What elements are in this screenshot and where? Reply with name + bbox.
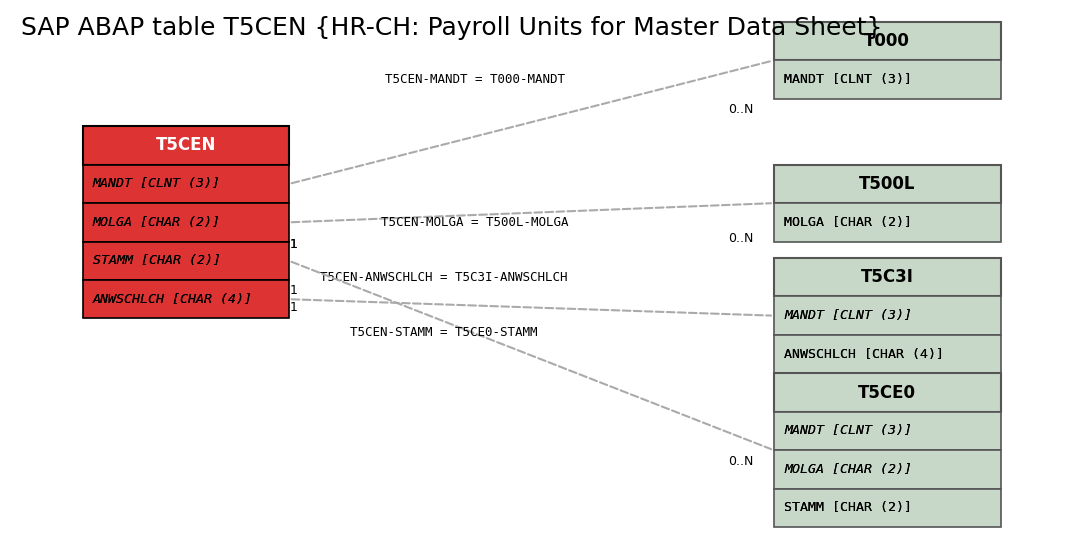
Text: T5CEN: T5CEN (156, 137, 216, 154)
FancyBboxPatch shape (774, 296, 1001, 335)
Text: 1: 1 (291, 238, 298, 251)
Text: T5CEN-ANWSCHLCH = T5C3I-ANWSCHLCH: T5CEN-ANWSCHLCH = T5C3I-ANWSCHLCH (320, 271, 567, 284)
Text: T5CEN-MANDT = T000-MANDT: T5CEN-MANDT = T000-MANDT (384, 73, 565, 86)
Text: ANWSCHLCH [CHAR (4)]: ANWSCHLCH [CHAR (4)] (784, 348, 944, 361)
Text: MANDT [CLNT (3)]: MANDT [CLNT (3)] (784, 73, 912, 86)
Text: MANDT [CLNT (3)]: MANDT [CLNT (3)] (784, 309, 912, 322)
Text: STAMM [CHAR (2)]: STAMM [CHAR (2)] (784, 501, 912, 514)
FancyBboxPatch shape (774, 60, 1001, 99)
Text: MANDT [CLNT (3)]: MANDT [CLNT (3)] (784, 424, 912, 438)
FancyBboxPatch shape (774, 22, 1001, 60)
FancyBboxPatch shape (774, 412, 1001, 450)
Text: 0..N: 0..N (728, 232, 753, 245)
Text: 1: 1 (291, 301, 298, 314)
Text: T000: T000 (864, 32, 910, 50)
Text: T500L: T500L (859, 175, 916, 193)
FancyBboxPatch shape (83, 126, 288, 165)
FancyBboxPatch shape (774, 258, 1001, 296)
Text: ANWSCHLCH [CHAR (4)]: ANWSCHLCH [CHAR (4)] (93, 293, 253, 306)
FancyBboxPatch shape (83, 242, 288, 280)
Text: 1: 1 (291, 284, 298, 298)
Text: STAMM [CHAR (2)]: STAMM [CHAR (2)] (93, 254, 221, 267)
Text: T5C3I: T5C3I (861, 268, 914, 286)
Text: 1: 1 (291, 238, 298, 251)
Text: SAP ABAP table T5CEN {HR-CH: Payroll Units for Master Data Sheet}: SAP ABAP table T5CEN {HR-CH: Payroll Uni… (20, 16, 882, 41)
FancyBboxPatch shape (774, 373, 1001, 412)
Text: MOLGA [CHAR (2)]: MOLGA [CHAR (2)] (784, 463, 912, 476)
FancyBboxPatch shape (774, 450, 1001, 489)
Text: MOLGA [CHAR (2)]: MOLGA [CHAR (2)] (784, 216, 912, 229)
FancyBboxPatch shape (774, 489, 1001, 527)
Text: MOLGA [CHAR (2)]: MOLGA [CHAR (2)] (784, 216, 912, 229)
FancyBboxPatch shape (83, 280, 288, 318)
Text: T5CEN-MOLGA = T500L-MOLGA: T5CEN-MOLGA = T500L-MOLGA (381, 216, 568, 229)
Text: MANDT [CLNT (3)]: MANDT [CLNT (3)] (784, 424, 912, 438)
Text: T5CEN-STAMM = T5CE0-STAMM: T5CEN-STAMM = T5CE0-STAMM (350, 326, 537, 339)
Text: MANDT [CLNT (3)]: MANDT [CLNT (3)] (784, 309, 912, 322)
Text: T5CE0: T5CE0 (859, 384, 917, 401)
FancyBboxPatch shape (774, 203, 1001, 242)
Text: STAMM [CHAR (2)]: STAMM [CHAR (2)] (93, 254, 221, 267)
Text: ANWSCHLCH [CHAR (4)]: ANWSCHLCH [CHAR (4)] (784, 348, 944, 361)
FancyBboxPatch shape (774, 165, 1001, 203)
Text: MANDT [CLNT (3)]: MANDT [CLNT (3)] (93, 177, 221, 191)
Text: 0..N: 0..N (728, 103, 753, 116)
Text: MANDT [CLNT (3)]: MANDT [CLNT (3)] (784, 73, 912, 86)
FancyBboxPatch shape (774, 335, 1001, 373)
Text: MOLGA [CHAR (2)]: MOLGA [CHAR (2)] (93, 216, 221, 229)
Text: MANDT [CLNT (3)]: MANDT [CLNT (3)] (93, 177, 221, 191)
Text: MOLGA [CHAR (2)]: MOLGA [CHAR (2)] (784, 463, 912, 476)
Text: MOLGA [CHAR (2)]: MOLGA [CHAR (2)] (93, 216, 221, 229)
Text: 0..N: 0..N (728, 455, 753, 468)
Text: ANWSCHLCH [CHAR (4)]: ANWSCHLCH [CHAR (4)] (93, 293, 253, 306)
Text: STAMM [CHAR (2)]: STAMM [CHAR (2)] (784, 501, 912, 514)
FancyBboxPatch shape (83, 203, 288, 242)
FancyBboxPatch shape (83, 165, 288, 203)
